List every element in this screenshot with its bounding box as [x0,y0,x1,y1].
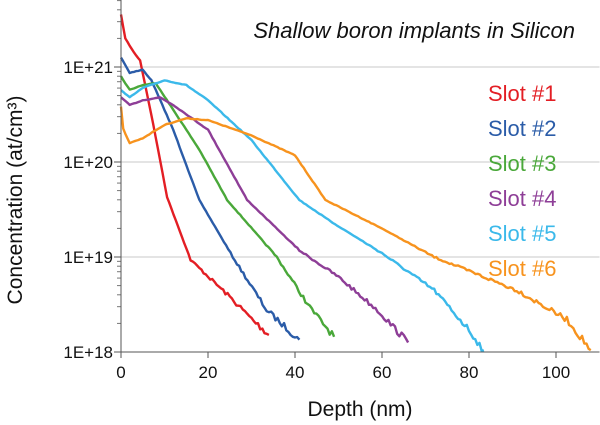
series-line-slot-2 [119,56,301,341]
series-lines [119,14,592,353]
series-line-slot-4 [120,96,410,344]
axes: 1E+18 1E+19 1E+20 1E+21 0 20 40 60 80 100 [63,0,600,382]
series-line-slot-1 [119,14,270,336]
x-tick-label: 40 [286,363,305,382]
x-tick-label: 20 [199,363,218,382]
y-axis-label: Concentration (at/cm³) [4,96,27,305]
series-line-slot-3 [119,75,336,338]
legend-entry-slot-6: Slot #6 [488,256,557,281]
chart-title: Shallow boron implants in Silicon [253,18,575,43]
legend-entry-slot-2: Slot #2 [488,116,557,141]
legend-entry-slot-3: Slot #3 [488,151,557,176]
series-line-slot-5 [120,79,485,353]
y-tick-label: 1E+20 [63,153,113,172]
series-line-slot-6 [119,106,592,352]
x-axis-label: Depth (nm) [307,398,412,421]
x-tick-label: 60 [373,363,392,382]
legend-entry-slot-4: Slot #4 [488,186,557,211]
legend: Slot #1 Slot #2 Slot #3 Slot #4 Slot #5 Slot … [488,81,557,281]
x-tick-label: 80 [460,363,479,382]
gridlines [121,66,600,258]
y-tick-label: 1E+19 [63,248,113,267]
y-tick-label: 1E+21 [63,58,113,77]
y-tick-label: 1E+18 [63,343,113,362]
x-tick-label: 100 [542,363,570,382]
x-tick-label: 0 [116,363,125,382]
legend-entry-slot-5: Slot #5 [488,221,557,246]
legend-entry-slot-1: Slot #1 [488,81,557,106]
